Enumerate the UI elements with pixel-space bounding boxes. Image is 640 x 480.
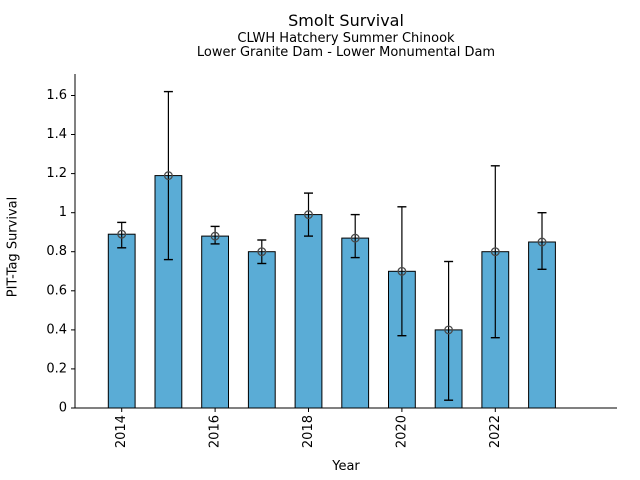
- y-tick-label-0.8: 0.8: [46, 244, 67, 259]
- bar-2019: [341, 237, 370, 409]
- x-tick-label-2022: 2022: [488, 415, 503, 448]
- bar-2018: [294, 214, 323, 409]
- point-marker-2022: [490, 247, 500, 257]
- x-axis-label: Year: [332, 459, 360, 474]
- bar-2017: [247, 251, 276, 409]
- y-tick-label-1: 1: [59, 205, 67, 220]
- x-tick-label-2018: 2018: [301, 415, 316, 448]
- point-marker-2021: [444, 325, 454, 335]
- point-marker-2019: [350, 233, 360, 243]
- chart-subtitle-stock: CLWH Hatchery Summer Chinook: [237, 31, 455, 46]
- point-marker-2020: [397, 266, 407, 276]
- y-tick-label-0.4: 0.4: [46, 322, 67, 337]
- y-axis-label: PIT-Tag Survival: [5, 196, 21, 298]
- x-tick-label-2014: 2014: [114, 415, 129, 448]
- x-tick-label-2016: 2016: [208, 415, 223, 448]
- bar-2014: [107, 233, 136, 409]
- y-tick-label-0.6: 0.6: [46, 283, 67, 298]
- point-marker-2018: [304, 210, 313, 220]
- point-marker-2016: [210, 231, 220, 241]
- x-tick-label-2020: 2020: [394, 415, 409, 448]
- point-marker-2015: [163, 171, 173, 181]
- y-tick-label-0: 0: [59, 401, 67, 416]
- point-marker-2017: [257, 247, 267, 257]
- chart-subtitle-reach: Lower Granite Dam - Lower Monumental Dam: [196, 45, 496, 60]
- y-tick-label-1.6: 1.6: [46, 88, 67, 103]
- y-tick-label-1.4: 1.4: [46, 127, 67, 142]
- point-marker-2023: [537, 237, 547, 247]
- y-tick-label-0.2: 0.2: [46, 361, 67, 376]
- chart-title: Smolt Survival: [288, 11, 404, 30]
- y-tick-label-1.2: 1.2: [46, 166, 67, 181]
- point-marker-2014: [117, 229, 127, 239]
- bar-2016: [201, 235, 229, 409]
